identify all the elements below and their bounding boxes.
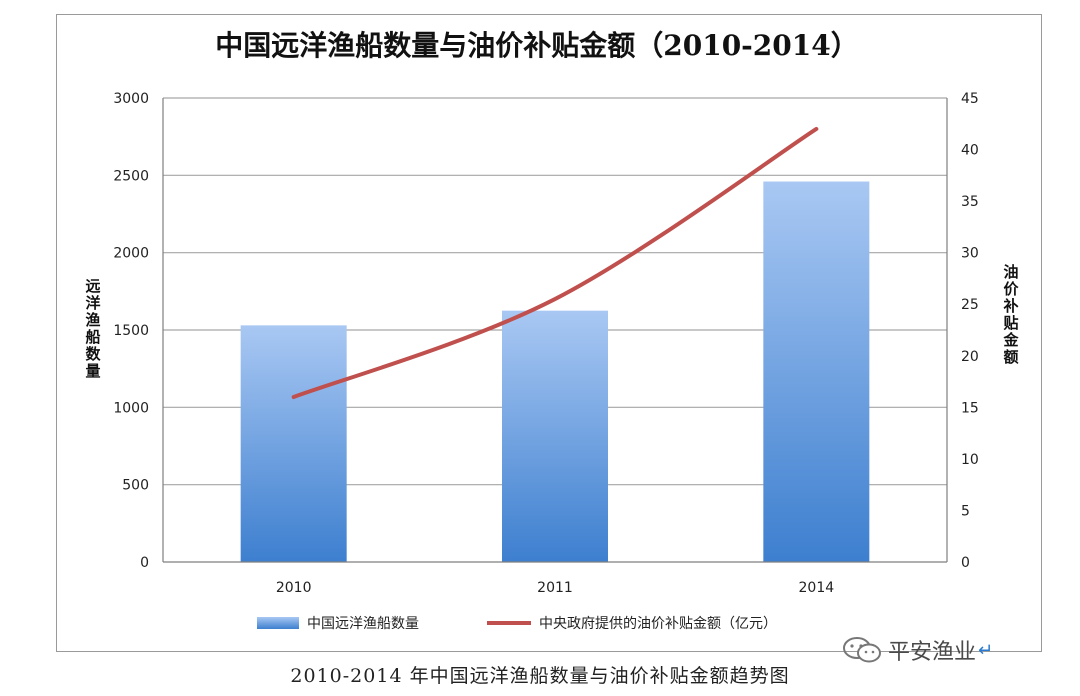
chart-title: 中国远洋渔船数量与油价补贴金额（2010-2014）	[215, 29, 858, 62]
y-left-tick-label: 500	[122, 478, 149, 494]
bar	[502, 310, 608, 562]
watermark: 平安渔业 ↵	[842, 634, 993, 666]
y-right-tick-label: 10	[961, 452, 979, 468]
chart-frame: 中国远洋渔船数量与油价补贴金额（2010-2014） 0 500 1000 1500 2…	[56, 14, 1042, 652]
y-right-tick-label: 40	[961, 143, 979, 159]
subsidy-line	[291, 126, 819, 400]
y-right-tick-label: 15	[961, 400, 979, 416]
y-left-tick-label: 3000	[113, 91, 149, 107]
y-left-tick-label: 0	[140, 555, 149, 571]
axes: 0 500 1000 1500 2000 2500 3000 0 5 10 15 20 25 30 35 40…	[113, 91, 978, 596]
wechat-icon	[843, 637, 881, 663]
x-tick-label: 2010	[276, 580, 312, 596]
y-right-tick-label: 30	[961, 246, 979, 262]
return-mark-icon: ↵	[978, 639, 994, 661]
bar	[240, 325, 347, 562]
y-right-tick-label: 45	[961, 91, 979, 107]
y-right-tick-label: 25	[961, 297, 979, 313]
y-right-tick-label: 0	[961, 555, 970, 571]
legend-swatch-bar	[257, 617, 299, 629]
x-tick-label: 2014	[799, 580, 835, 596]
y-left-axis-label: 远洋渔船数量	[85, 277, 101, 380]
bar	[763, 181, 870, 562]
legend-label-bar: 中国远洋渔船数量	[307, 616, 419, 632]
y-right-tick-label: 5	[961, 503, 970, 519]
figure-caption: 2010-2014 年中国远洋渔船数量与油价补贴金额趋势图	[290, 665, 790, 687]
y-right-tick-label: 35	[961, 194, 979, 210]
watermark-text: 平安渔业	[888, 640, 977, 665]
chart: 中国远洋渔船数量与油价补贴金额（2010-2014） 0 500 1000 1500 2…	[85, 29, 1019, 632]
bar-series	[240, 181, 870, 562]
legend: 中国远洋渔船数量 中央政府提供的油价补贴金额（亿元）	[257, 616, 777, 632]
y-right-axis-label: 油价补贴金额	[1002, 263, 1019, 366]
line-series	[291, 126, 819, 400]
x-tick-label: 2011	[537, 580, 573, 596]
y-left-tick-label: 2000	[113, 246, 149, 262]
y-left-tick-label: 2500	[113, 168, 149, 184]
y-left-tick-label: 1000	[113, 400, 149, 416]
y-left-tick-label: 1500	[113, 323, 149, 339]
y-right-tick-label: 20	[961, 349, 979, 365]
legend-label-line: 中央政府提供的油价补贴金额（亿元）	[539, 616, 777, 632]
